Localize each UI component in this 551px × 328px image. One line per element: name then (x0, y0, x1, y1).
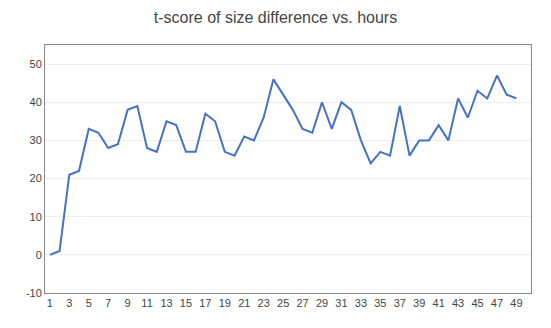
svg-text:13: 13 (160, 297, 172, 309)
svg-text:29: 29 (316, 297, 328, 309)
svg-text:27: 27 (296, 297, 308, 309)
svg-text:39: 39 (413, 297, 425, 309)
svg-text:49: 49 (510, 297, 522, 309)
svg-text:5: 5 (86, 297, 92, 309)
svg-text:t-score of size difference vs.: t-score of size difference vs. hours (154, 9, 397, 26)
svg-text:25: 25 (277, 297, 289, 309)
svg-text:17: 17 (199, 297, 211, 309)
svg-text:43: 43 (452, 297, 464, 309)
svg-text:9: 9 (125, 297, 131, 309)
svg-text:20: 20 (30, 172, 42, 184)
svg-text:50: 50 (30, 58, 42, 70)
svg-text:30: 30 (30, 134, 42, 146)
svg-text:10: 10 (30, 211, 42, 223)
svg-text:11: 11 (141, 297, 152, 309)
svg-text:47: 47 (491, 297, 503, 309)
svg-text:15: 15 (180, 297, 192, 309)
svg-text:23: 23 (258, 297, 270, 309)
svg-text:33: 33 (355, 297, 367, 309)
svg-text:1: 1 (47, 297, 53, 309)
svg-text:45: 45 (471, 297, 483, 309)
svg-text:37: 37 (394, 297, 406, 309)
svg-text:35: 35 (374, 297, 386, 309)
svg-text:0: 0 (36, 249, 42, 261)
svg-text:21: 21 (238, 297, 250, 309)
svg-text:41: 41 (433, 297, 445, 309)
svg-text:7: 7 (105, 297, 111, 309)
svg-text:40: 40 (30, 96, 42, 108)
svg-text:-10: -10 (26, 287, 42, 299)
svg-text:19: 19 (219, 297, 231, 309)
svg-text:31: 31 (335, 297, 347, 309)
svg-text:3: 3 (66, 297, 72, 309)
